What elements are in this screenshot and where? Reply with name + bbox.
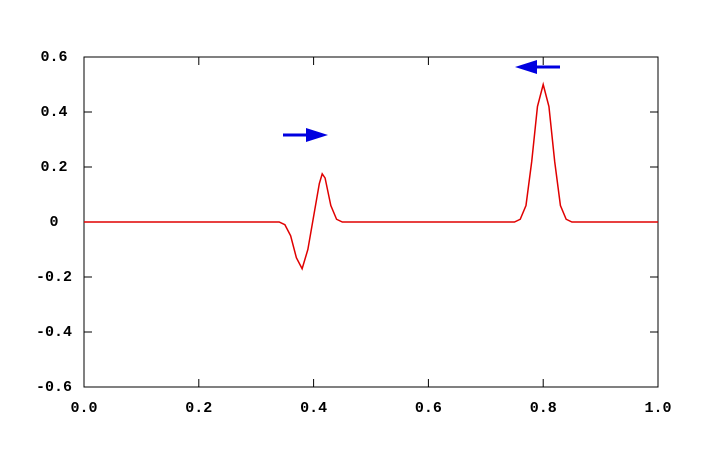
- y-tick-label: -0.6: [36, 379, 72, 396]
- y-tick-label: -0.2: [36, 269, 72, 286]
- y-tick-label: 0.6: [40, 49, 67, 66]
- x-tick-label: 0.8: [530, 400, 557, 417]
- y-tick-label: 0.4: [40, 104, 67, 121]
- x-tick-label: 0.4: [300, 400, 327, 417]
- y-tick-label: 0: [49, 214, 58, 231]
- x-tick-label: 0.2: [185, 400, 212, 417]
- y-tick-label: 0.2: [40, 159, 67, 176]
- arrow-right: [283, 128, 328, 142]
- x-tick-label: 1.0: [644, 400, 671, 417]
- y-tick-label: -0.4: [36, 324, 72, 341]
- data-line: [84, 81, 658, 271]
- x-tick-label: 0.0: [70, 400, 97, 417]
- arrow-left: [515, 60, 560, 74]
- x-tick-label: 0.6: [415, 400, 442, 417]
